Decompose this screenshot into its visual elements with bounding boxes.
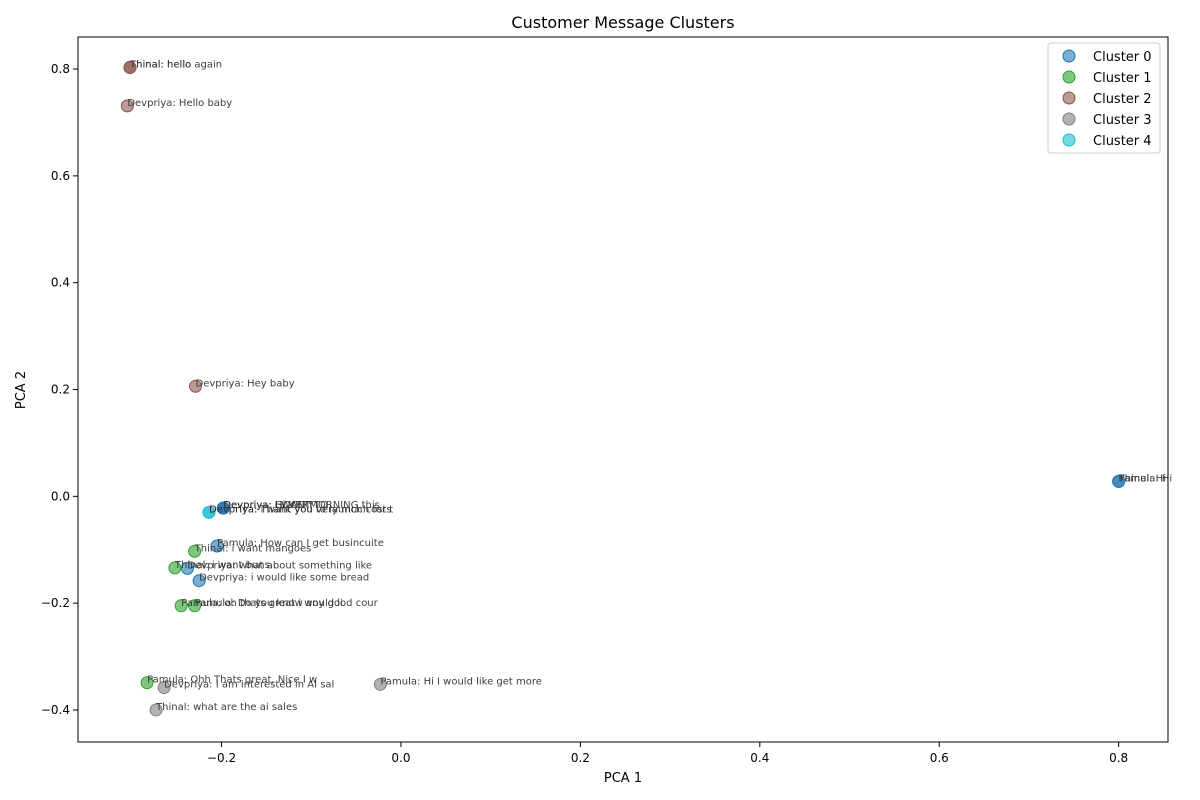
cluster-4-point-label-1: Devpriya: i want you to launch costs <box>209 504 392 515</box>
cluster-0-point-2 <box>216 501 230 515</box>
cluster-3-point-1 <box>149 703 163 717</box>
cluster-0-point-7 <box>1112 474 1126 488</box>
legend-label-cluster-1: Cluster 1 <box>1093 71 1152 86</box>
y-tick-label-4: 0.4 <box>51 276 70 290</box>
legend-label-cluster-3: Cluster 3 <box>1093 113 1152 128</box>
cluster-2-point-label-1: Thinal: hello again <box>129 59 222 70</box>
cluster-3-point-2 <box>373 677 387 691</box>
x-tick-label-0: −0.2 <box>207 751 236 765</box>
cluster-1-point-label-1: Thinal: i want buns <box>174 560 270 571</box>
y-tick-label-5: 0.6 <box>51 169 70 183</box>
cluster-1-point-label-2: Pamula: oh thats great i would li <box>181 598 343 609</box>
legend-marker-cluster-3 <box>1062 112 1076 126</box>
cluster-1-point-label-4: Pamula: Ohh Thats great, Nice I w <box>147 675 317 686</box>
y-axis-label: PCA 2 <box>14 371 29 409</box>
cluster-0-point-3 <box>210 539 224 553</box>
cluster-0-point-4 <box>180 561 194 575</box>
y-tick-label-1: −0.2 <box>41 596 70 610</box>
cluster-1-point-label-0: Thinal: i want mangoes <box>194 543 312 554</box>
legend-marker-cluster-1 <box>1062 70 1076 84</box>
cluster-2-point-2 <box>120 99 134 113</box>
x-tick-label-2: 0.2 <box>571 751 590 765</box>
legend-label-cluster-0: Cluster 0 <box>1093 50 1152 65</box>
cluster-3-point-label-0: Devpriya: I am interested in AI sal <box>164 680 334 691</box>
cluster-1-point-1 <box>168 561 182 575</box>
cluster-0-point-label-3: Pamula: How can I get busincuite <box>217 538 384 549</box>
cluster-2-point-label-0: Thinal: hello <box>129 59 191 70</box>
cluster-2-point-1 <box>123 60 137 74</box>
cluster-1-point-3 <box>188 599 202 613</box>
x-tick-label-5: 0.8 <box>1109 751 1128 765</box>
cluster-1-point-0 <box>188 544 202 558</box>
legend-label-cluster-2: Cluster 2 <box>1093 92 1152 107</box>
x-tick-label-1: 0.0 <box>391 751 410 765</box>
legend-marker-cluster-2 <box>1062 91 1076 105</box>
cluster-0-point-label-0: Devpriya: I WANT TO <box>223 500 328 511</box>
cluster-0-point-label-4: Devpriya: what about something like <box>187 560 372 571</box>
cluster-4-point-label-0: Devpriya: Thank you very much for t <box>209 504 393 515</box>
x-axis-label: PCA 1 <box>604 771 642 786</box>
cluster-2-point-label-2: Devpriya: Hello baby <box>127 98 232 109</box>
cluster-0-point-5 <box>192 574 206 588</box>
cluster-4-point-1 <box>202 505 216 519</box>
x-tick-label-3: 0.4 <box>750 751 769 765</box>
legend-label-cluster-4: Cluster 4 <box>1093 134 1152 149</box>
plot-points <box>120 60 1126 717</box>
chart-title: Customer Message Clusters <box>511 13 734 32</box>
cluster-2-point-label-3: Devpriya: Hey baby <box>196 378 295 389</box>
y-tick-label-3: 0.2 <box>51 383 70 397</box>
cluster-0-point-label-5: Devpriya: i would like some bread <box>199 573 369 584</box>
cluster-0-point-label-7: Pamula: Hi <box>1119 473 1173 484</box>
cluster-1-point-4 <box>140 676 154 690</box>
y-tick-label-6: 0.8 <box>51 62 70 76</box>
legend-marker-cluster-0 <box>1062 49 1076 63</box>
x-tick-label-4: 0.6 <box>930 751 949 765</box>
legend-box <box>1047 42 1161 154</box>
y-tick-label-2: 0.0 <box>51 489 70 503</box>
cluster-3-point-label-2: Pamula: Hi I would like get more <box>380 676 542 687</box>
cluster-3-point-label-1: Thinal: what are the ai sales <box>155 702 297 713</box>
y-axis: −0.4 −0.2 0.0 0.2 0.4 0.6 0.8 <box>41 62 78 717</box>
cluster-0-point-label-6: Thinal: Hi <box>1118 473 1166 484</box>
cluster-1-point-label-3: Pamula: Do you know any good cour <box>195 598 379 609</box>
cluster-2-point-3 <box>189 379 203 393</box>
legend-marker-cluster-4 <box>1062 133 1076 147</box>
cluster-3-point-0 <box>157 681 171 695</box>
cluster-0-point-label-2: Devpriya: Hi VERY <box>223 500 315 511</box>
cluster-0-point-label-1: Devpriya: GOOD MORNING this <box>223 500 380 511</box>
legend: Cluster 0 Cluster 1 Cluster 2 Cluster 3 Clus… <box>1047 42 1161 154</box>
cluster-1-point-2 <box>174 599 188 613</box>
x-axis: −0.2 0.0 0.2 0.4 0.6 0.8 <box>207 742 1128 765</box>
y-tick-label-0: −0.4 <box>41 703 70 717</box>
